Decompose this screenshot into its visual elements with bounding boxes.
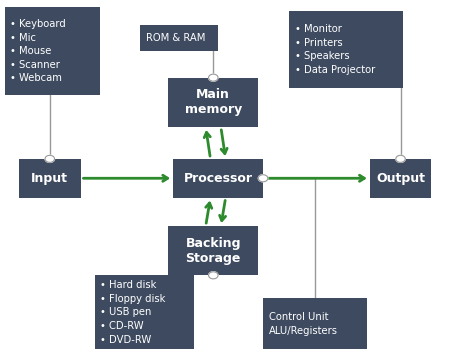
Text: Control Unit
ALU/Registers: Control Unit ALU/Registers (269, 312, 338, 336)
Circle shape (45, 155, 55, 162)
Text: Output: Output (376, 172, 425, 185)
FancyBboxPatch shape (5, 7, 100, 95)
Text: ROM & RAM: ROM & RAM (146, 33, 205, 43)
Text: • Monitor
• Printers
• Speakers
• Data Projector: • Monitor • Printers • Speakers • Data P… (295, 24, 375, 75)
Text: • Hard disk
• Floppy disk
• USB pen
• CD-RW
• DVD-RW: • Hard disk • Floppy disk • USB pen • CD… (100, 280, 166, 345)
Circle shape (209, 272, 218, 279)
FancyBboxPatch shape (370, 159, 431, 198)
Text: • Keyboard
• Mic
• Mouse
• Scanner
• Webcam: • Keyboard • Mic • Mouse • Scanner • Web… (10, 19, 66, 83)
FancyBboxPatch shape (19, 159, 81, 198)
Text: Main
memory: Main memory (185, 88, 242, 116)
FancyBboxPatch shape (289, 11, 403, 88)
Text: Processor: Processor (183, 172, 253, 185)
Circle shape (209, 74, 218, 81)
Circle shape (258, 175, 268, 182)
FancyBboxPatch shape (168, 78, 258, 127)
FancyBboxPatch shape (168, 226, 258, 275)
Text: Input: Input (31, 172, 68, 185)
FancyBboxPatch shape (173, 159, 263, 198)
FancyBboxPatch shape (263, 298, 367, 349)
Text: Backing
Storage: Backing Storage (185, 237, 241, 265)
FancyBboxPatch shape (140, 25, 218, 51)
FancyBboxPatch shape (95, 275, 194, 349)
Circle shape (396, 155, 405, 162)
